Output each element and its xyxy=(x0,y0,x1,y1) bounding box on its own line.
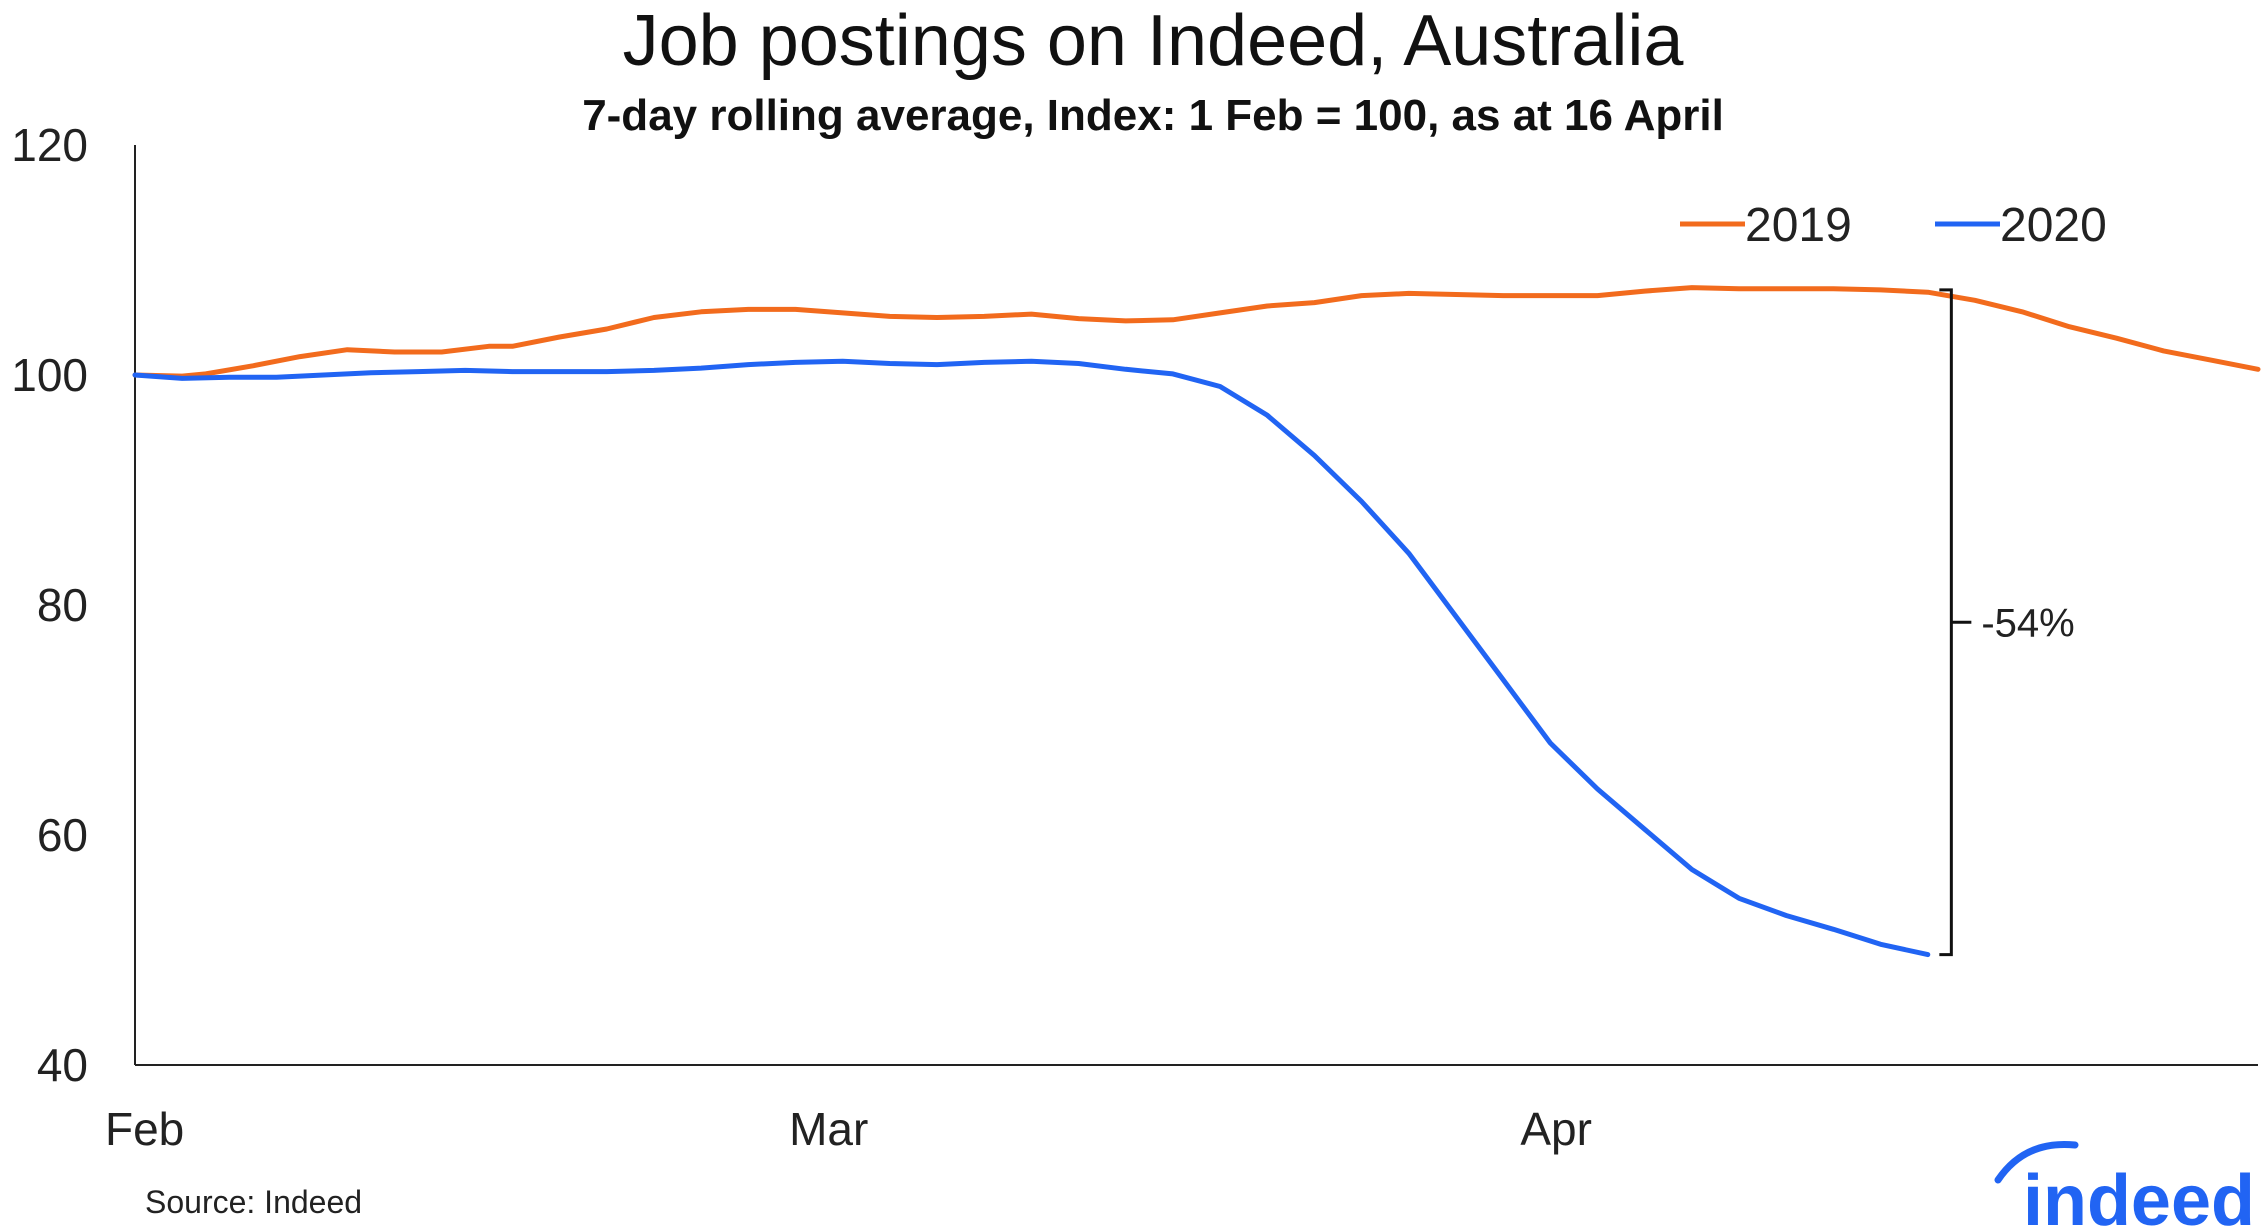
y-tick-label: 100 xyxy=(11,349,88,401)
source-note: Source: Indeed xyxy=(145,1184,362,1220)
logo-wordmark: indeed xyxy=(2023,1161,2255,1232)
y-ticks: 40 60 80 100 120 xyxy=(11,119,88,1091)
axes xyxy=(134,145,2258,1066)
indeed-logo: indeed xyxy=(1994,1140,2255,1232)
chart-title: Job postings on Indeed, Australia xyxy=(623,1,1685,81)
y-tick-label: 60 xyxy=(37,809,88,861)
gap-label: -54% xyxy=(1981,601,2074,645)
legend-label-2020: 2020 xyxy=(2000,199,2107,252)
legend-label-2019: 2019 xyxy=(1745,199,1852,252)
y-tick-label: 40 xyxy=(37,1039,88,1091)
x-ticks: Feb Mar Apr xyxy=(105,1103,1592,1155)
x-tick-label: Mar xyxy=(789,1103,868,1155)
gap-annotation: -54% xyxy=(1939,288,2075,957)
logo-swoosh-icon xyxy=(1994,1140,2079,1184)
chart-subtitle: 7-day rolling average, Index: 1 Feb = 10… xyxy=(582,91,1724,140)
y-tick-label: 120 xyxy=(11,119,88,171)
gap-bracket xyxy=(1939,288,1972,957)
series-line-2020 xyxy=(132,358,1931,958)
series-lines xyxy=(132,285,2261,958)
x-tick-label: Apr xyxy=(1520,1103,1592,1155)
series-line-2019 xyxy=(132,285,2261,379)
y-tick-label: 80 xyxy=(37,579,88,631)
x-tick-label: Feb xyxy=(105,1103,184,1155)
legend: 2019 2020 xyxy=(1680,199,2107,252)
